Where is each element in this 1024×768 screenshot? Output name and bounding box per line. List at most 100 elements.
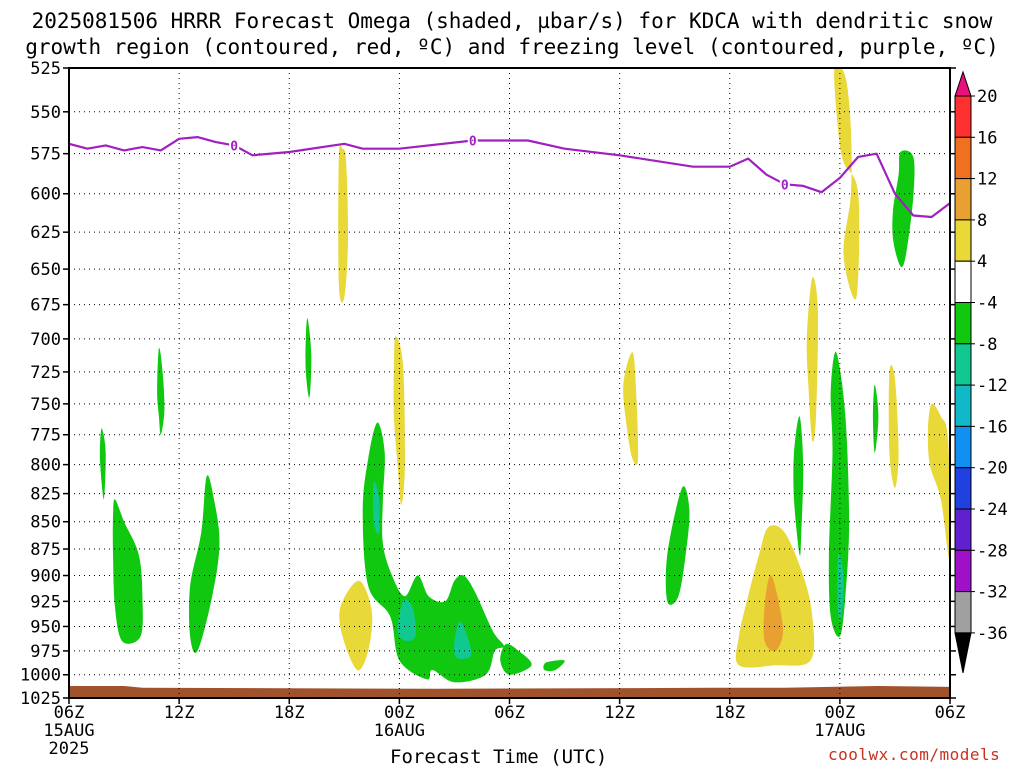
y-tick-label: 750 (30, 395, 61, 415)
omega-region-13 (453, 621, 472, 660)
colorbar-bin (954, 178, 972, 221)
omega-region-3 (892, 150, 915, 268)
omega-region-15 (543, 660, 565, 672)
colorbar-bin (954, 425, 972, 469)
colorbar-bin (954, 591, 972, 634)
y-tick-label: 625 (30, 223, 61, 243)
colorbar-bin (954, 508, 972, 551)
colorbar-label: 16 (977, 128, 997, 148)
freezing-level-label: 0 (469, 134, 477, 149)
x-tick-date: 17AUG (814, 721, 865, 741)
y-tick-label: 550 (30, 103, 61, 123)
x-tick-label: 12Z (164, 703, 195, 723)
omega-region-7 (112, 499, 143, 644)
y-tick-label: 900 (30, 567, 61, 587)
omega-region-16 (339, 580, 373, 671)
colorbar-bin (954, 95, 972, 138)
colorbar-label: 20 (977, 87, 997, 107)
colorbar-bottom-arrow (954, 632, 972, 673)
colorbar-label: -20 (977, 459, 1008, 479)
colorbar-label: -24 (977, 500, 1008, 520)
omega-region-4 (305, 318, 312, 398)
x-tick-date: 16AUG (374, 721, 425, 741)
y-tick-label: 600 (30, 185, 61, 205)
colorbar-bin (954, 219, 972, 262)
x-tick-label: 18Z (274, 703, 305, 723)
omega-region-5 (157, 347, 165, 435)
source-credit: coolwx.com/models (828, 745, 1001, 764)
x-tick-year: 2025 (49, 739, 90, 759)
x-tick-label: 06Z (935, 703, 966, 723)
omega-region-12 (397, 599, 417, 642)
omega-region-20 (763, 575, 784, 652)
y-tick-label: 1025 (20, 689, 61, 709)
freezing-level-label-bg (467, 133, 478, 148)
y-tick-label: 725 (30, 363, 61, 383)
y-tick-label: 800 (30, 456, 61, 476)
colorbar-bin (954, 136, 972, 180)
colorbar-label: -16 (977, 417, 1008, 437)
omega-region-8 (188, 475, 220, 654)
colorbar-label: -8 (977, 335, 997, 355)
y-tick-label: 775 (30, 426, 61, 446)
omega-region-26 (888, 364, 899, 488)
omega-region-17 (623, 352, 639, 466)
colorbar-bin (954, 302, 972, 345)
colorbar-label: 8 (977, 211, 987, 231)
omega-region-23 (828, 351, 850, 637)
x-tick-label: 00Z (825, 703, 856, 723)
colorbar-bin (954, 549, 972, 593)
colorbar-bin (954, 384, 972, 427)
y-tick-label: 700 (30, 330, 61, 350)
omega-region-9 (393, 336, 405, 505)
y-tick-label: 825 (30, 485, 61, 505)
colorbar-label: -32 (977, 583, 1008, 603)
freezing-level-label-bg (779, 177, 790, 192)
colorbar-label: -28 (977, 541, 1008, 561)
colorbar-label: 12 (977, 170, 997, 190)
omega-region-25 (872, 384, 879, 453)
x-tick-label: 00Z (384, 703, 415, 723)
freezing-level-label-bg (229, 138, 240, 153)
y-tick-label: 575 (30, 145, 61, 165)
omega-region-22 (793, 416, 804, 556)
omega-region-2 (834, 68, 860, 300)
colorbar-label: 4 (977, 252, 987, 272)
y-tick-label: 975 (30, 642, 61, 662)
x-axis-title: Forecast Time (UTC) (390, 746, 608, 768)
colorbar-bin (954, 343, 972, 386)
y-tick-label: 875 (30, 540, 61, 560)
omega-region-11 (373, 481, 380, 534)
omega-region-21 (806, 276, 819, 442)
omega-region-18 (665, 486, 690, 605)
freezing-level-label: 0 (230, 139, 238, 154)
x-tick-label: 06Z (494, 703, 525, 723)
colorbar-bin (954, 467, 972, 510)
chart-title-line2: growth region (contoured, red, ºC) and f… (25, 35, 999, 59)
colorbar-top-arrow (954, 70, 972, 97)
chart-title-line1: 2025081506 HRRR Forecast Omega (shaded, … (31, 9, 993, 33)
omega-region-6 (99, 428, 106, 500)
omega-region-14 (500, 643, 532, 675)
omega-region-27 (927, 403, 950, 561)
x-tick-label: 06Z (54, 703, 85, 723)
y-tick-label: 1000 (20, 666, 61, 686)
freezing-level-label: 0 (781, 178, 789, 193)
freezing-level-line (69, 136, 950, 219)
omega-region-10 (362, 422, 505, 683)
x-tick-label: 18Z (714, 703, 745, 723)
y-tick-label: 850 (30, 513, 61, 533)
omega-region-24 (837, 553, 844, 621)
x-tick-label: 12Z (604, 703, 635, 723)
y-tick-label: 525 (30, 59, 61, 79)
omega-region-1 (338, 145, 349, 303)
colorbar-bin (954, 260, 972, 304)
y-tick-label: 650 (30, 260, 61, 280)
y-tick-label: 675 (30, 296, 61, 316)
colorbar-label: -4 (977, 294, 997, 314)
colorbar-label: -12 (977, 376, 1008, 396)
x-tick-date: 15AUG (43, 721, 94, 741)
colorbar-label: -36 (977, 624, 1008, 644)
y-tick-label: 925 (30, 592, 61, 612)
